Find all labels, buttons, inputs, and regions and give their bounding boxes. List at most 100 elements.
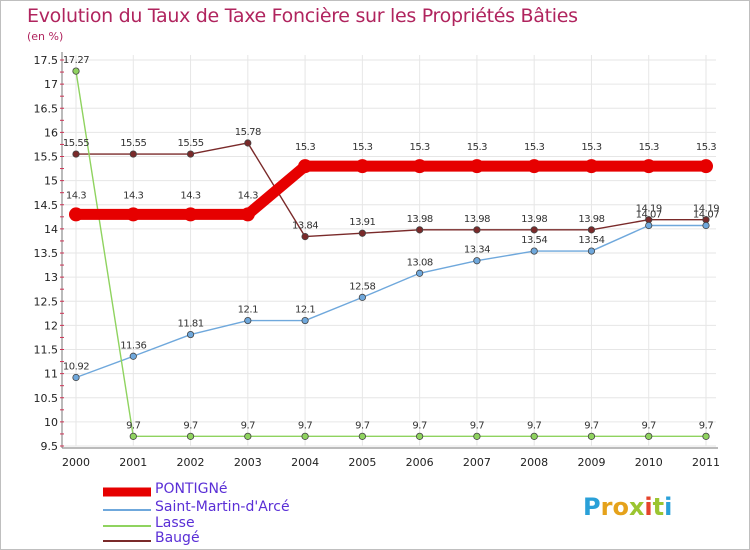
y-tick-label: 15.5 bbox=[34, 151, 59, 164]
data-label-s3-7: 13.98 bbox=[464, 214, 490, 225]
data-label-s2-1: 9.7 bbox=[126, 420, 141, 431]
legend-label-saint-martin: Saint-Martin-d'Arcé bbox=[155, 499, 290, 515]
data-label-s2-7: 9.7 bbox=[470, 420, 485, 431]
data-point-s1-4 bbox=[301, 316, 309, 325]
data-label-s3-2: 15.55 bbox=[177, 138, 203, 149]
data-label-s0-1: 14.3 bbox=[123, 190, 143, 201]
data-label-s3-4: 13.84 bbox=[292, 221, 318, 232]
data-point-s0-4 bbox=[298, 159, 313, 174]
logo-letter: x bbox=[628, 493, 645, 521]
data-label-s0-0: 14.3 bbox=[66, 190, 86, 201]
proxiti-logo: Proxiti bbox=[583, 493, 672, 521]
data-point-s2-11 bbox=[702, 432, 710, 440]
data-point-s0-3 bbox=[240, 207, 255, 222]
x-tick-label: 2004 bbox=[291, 456, 319, 469]
y-tick-label: 10.5 bbox=[34, 392, 59, 405]
data-point-s3-4 bbox=[301, 232, 309, 241]
y-tick-label: 13.5 bbox=[34, 247, 59, 260]
data-label-s1-2: 11.81 bbox=[177, 319, 203, 330]
data-point-s3-1 bbox=[129, 150, 137, 158]
data-point-s0-6 bbox=[412, 159, 427, 174]
data-label-s3-5: 13.91 bbox=[349, 217, 375, 228]
y-tick-label: 9.5 bbox=[41, 440, 59, 453]
data-label-s1-4: 12.1 bbox=[295, 305, 315, 316]
logo-letter: o bbox=[612, 493, 629, 521]
data-label-s2-6: 9.7 bbox=[412, 420, 427, 431]
data-point-s0-8 bbox=[527, 159, 542, 174]
y-tick-label: 13 bbox=[44, 271, 58, 284]
data-label-s2-4: 9.7 bbox=[298, 420, 313, 431]
y-tick-label: 10 bbox=[44, 416, 58, 429]
data-label-s2-5: 9.7 bbox=[355, 420, 370, 431]
data-point-s0-0 bbox=[69, 207, 83, 222]
data-point-s2-8 bbox=[530, 432, 538, 440]
legend-label-pontigne: PONTIGNé bbox=[155, 481, 228, 497]
data-label-s0-6: 15.3 bbox=[410, 142, 430, 153]
data-point-s1-0 bbox=[72, 373, 80, 382]
y-tick-label: 12 bbox=[44, 319, 58, 332]
y-tick-label: 14.5 bbox=[34, 199, 59, 212]
y-tick-label: 16 bbox=[44, 126, 58, 139]
data-point-s1-11 bbox=[702, 221, 710, 230]
x-tick-label: 2011 bbox=[692, 456, 720, 469]
legend-swatches bbox=[103, 487, 151, 542]
data-label-s0-8: 15.3 bbox=[524, 142, 544, 153]
data-label-s3-0: 15.55 bbox=[63, 138, 89, 149]
data-point-s0-2 bbox=[183, 207, 198, 222]
data-point-s0-9 bbox=[584, 159, 599, 174]
data-point-s1-3 bbox=[244, 316, 252, 325]
data-label-s1-6: 13.08 bbox=[407, 257, 433, 268]
data-label-s3-10: 14.19 bbox=[636, 204, 662, 215]
chart-subtitle: (en %) bbox=[27, 30, 64, 43]
data-label-s2-11: 9.7 bbox=[699, 420, 714, 431]
data-point-s1-5 bbox=[358, 293, 366, 301]
x-tick-label: 2002 bbox=[177, 456, 205, 469]
data-label-s0-10: 15.3 bbox=[639, 142, 659, 153]
data-point-s0-11 bbox=[699, 159, 713, 174]
data-point-s1-10 bbox=[645, 221, 653, 230]
data-point-s2-7 bbox=[473, 432, 481, 440]
x-tick-label: 2006 bbox=[406, 456, 434, 469]
data-point-s0-5 bbox=[355, 159, 370, 174]
data-label-s2-8: 9.7 bbox=[527, 420, 542, 431]
y-tick-label: 11 bbox=[44, 368, 58, 381]
series-line-1 bbox=[75, 224, 707, 379]
data-point-s1-6 bbox=[416, 269, 424, 277]
data-point-s1-2 bbox=[186, 330, 195, 339]
y-tick-label: 12.5 bbox=[34, 295, 59, 308]
data-label-s1-5: 12.58 bbox=[349, 281, 375, 292]
series-line-3 bbox=[75, 142, 707, 238]
data-label-s3-6: 13.98 bbox=[407, 214, 433, 225]
data-label-s3-3: 15.78 bbox=[235, 127, 261, 138]
data-point-s2-2 bbox=[186, 432, 195, 440]
data-point-s3-3 bbox=[244, 139, 252, 147]
data-point-s0-7 bbox=[469, 159, 484, 174]
x-tick-label: 2008 bbox=[520, 456, 548, 469]
y-axis-ticks: 9.5 10 10.5 11 11.5 12 12.5 13 13.5 14 14.5 15 15.5 1… bbox=[34, 54, 59, 453]
data-point-s2-5 bbox=[358, 432, 366, 440]
y-tick-label: 17 bbox=[44, 78, 58, 91]
data-point-s3-5 bbox=[358, 229, 366, 237]
y-tick-label: 11.5 bbox=[34, 344, 59, 357]
data-point-s0-10 bbox=[641, 159, 656, 174]
legend-label-lasse: Lasse bbox=[155, 515, 195, 531]
data-point-s3-6 bbox=[416, 226, 424, 234]
data-label-s1-3: 12.1 bbox=[238, 305, 258, 316]
data-label-s0-4: 15.3 bbox=[295, 142, 315, 153]
series-points bbox=[69, 67, 713, 440]
y-tick-label: 17.5 bbox=[34, 54, 59, 67]
series-line-2 bbox=[75, 70, 707, 438]
data-label-s2-9: 9.7 bbox=[584, 420, 599, 431]
data-point-s2-6 bbox=[416, 432, 424, 440]
axes bbox=[60, 52, 718, 449]
data-point-s0-1 bbox=[126, 207, 141, 222]
data-point-s2-4 bbox=[301, 432, 309, 440]
logo-letter: t bbox=[652, 493, 665, 521]
data-label-s1-10: 14.07 bbox=[636, 209, 662, 220]
data-label-s2-0: 17.27 bbox=[63, 55, 89, 66]
data-point-s1-8 bbox=[530, 247, 538, 255]
logo-letter: r bbox=[600, 493, 613, 521]
data-point-s2-10 bbox=[645, 432, 653, 440]
